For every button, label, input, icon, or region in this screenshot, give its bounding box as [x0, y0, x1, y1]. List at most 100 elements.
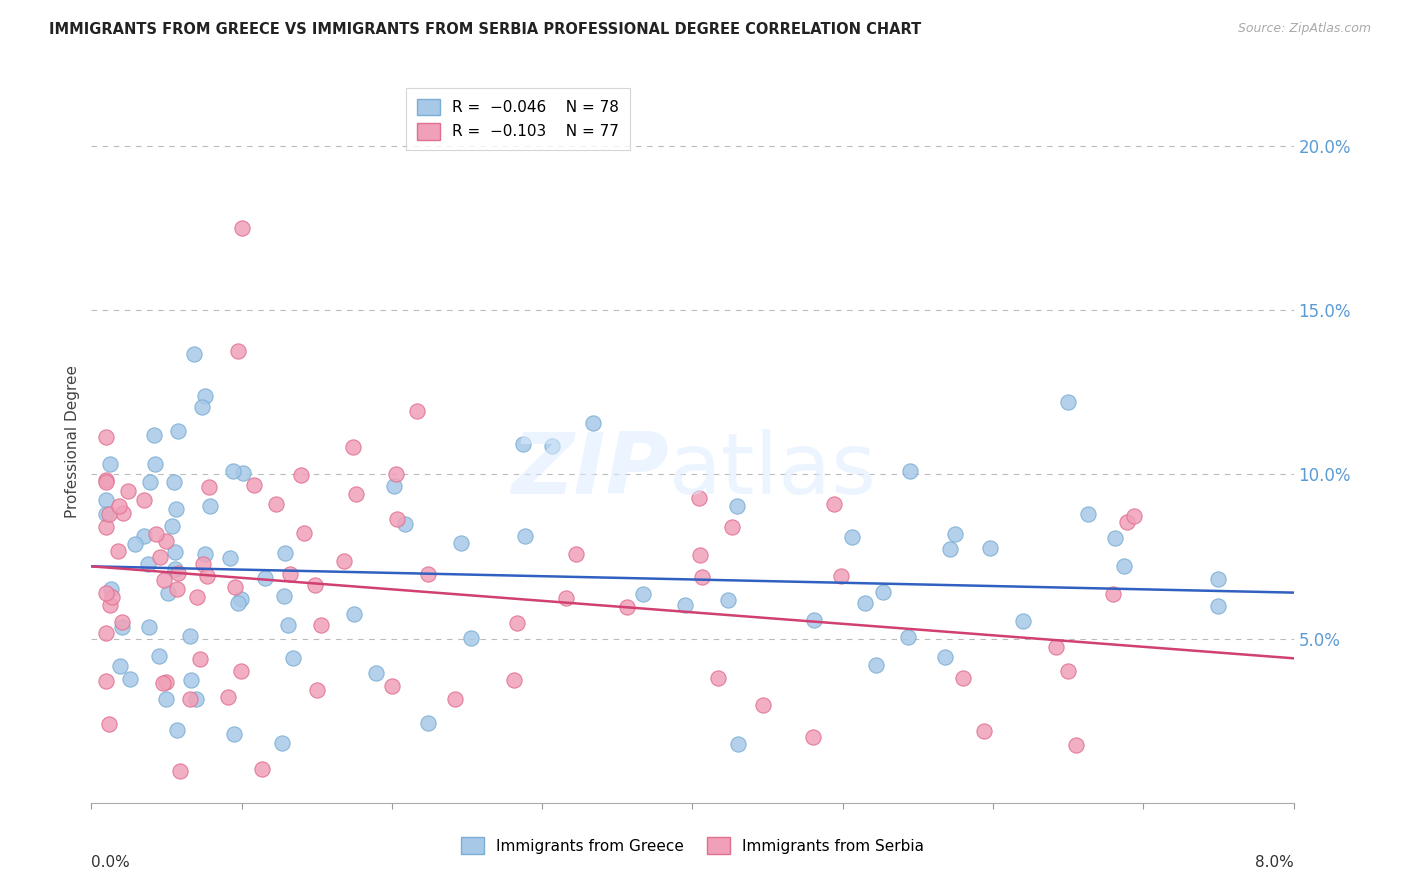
Point: [96, 520, 118, 534]
Point: [801, 730, 824, 744]
Point: [136, 557, 159, 571]
Point: [1012, 614, 1035, 628]
Point: [1057, 665, 1080, 679]
Point: [98, 717, 121, 731]
Point: [183, 347, 205, 361]
Point: [751, 698, 773, 712]
Point: [97, 507, 120, 521]
Point: [1116, 515, 1139, 529]
Point: [180, 673, 202, 687]
Point: [727, 737, 749, 751]
Point: [512, 437, 534, 451]
Point: [803, 613, 825, 627]
Point: [274, 546, 297, 560]
Point: [228, 596, 250, 610]
Point: [153, 573, 176, 587]
Point: [222, 727, 245, 741]
Point: [96, 430, 118, 444]
Point: [898, 463, 921, 477]
Point: [565, 547, 588, 561]
Point: [384, 467, 406, 481]
Point: [163, 545, 186, 559]
Y-axis label: Professional Degree: Professional Degree: [65, 365, 80, 518]
Point: [1064, 738, 1087, 752]
Point: [149, 550, 172, 565]
Point: [1045, 640, 1067, 655]
Point: [872, 584, 894, 599]
Point: [541, 439, 564, 453]
Point: [231, 591, 253, 606]
Point: [226, 343, 249, 358]
Point: [191, 557, 214, 571]
Point: [311, 617, 333, 632]
Point: [304, 578, 326, 592]
Point: [502, 673, 524, 688]
Point: [381, 679, 404, 693]
Point: [155, 534, 177, 549]
Point: [124, 537, 146, 551]
Point: [706, 671, 728, 685]
Point: [690, 570, 713, 584]
Legend: Immigrants from Greece, Immigrants from Serbia: Immigrants from Greece, Immigrants from …: [454, 831, 931, 860]
Point: [343, 607, 366, 622]
Point: [841, 529, 863, 543]
Point: [1104, 531, 1126, 545]
Point: [194, 389, 217, 403]
Point: [243, 477, 266, 491]
Point: [264, 497, 287, 511]
Point: [195, 569, 218, 583]
Point: [342, 440, 364, 454]
Point: [382, 479, 405, 493]
Point: [979, 541, 1001, 555]
Point: [1122, 509, 1144, 524]
Point: [830, 568, 852, 582]
Point: [155, 692, 177, 706]
Point: [555, 591, 578, 605]
Point: [169, 764, 191, 778]
Point: [1077, 507, 1099, 521]
Point: [1112, 559, 1135, 574]
Point: [292, 525, 315, 540]
Point: [277, 618, 299, 632]
Point: [232, 467, 254, 481]
Point: [865, 657, 887, 672]
Point: [582, 416, 605, 430]
Point: [290, 467, 312, 482]
Point: [405, 403, 427, 417]
Point: [307, 682, 329, 697]
Point: [198, 480, 221, 494]
Point: [344, 487, 367, 501]
Point: [505, 616, 527, 631]
Point: [190, 400, 212, 414]
Point: [513, 529, 536, 543]
Point: [167, 566, 190, 580]
Point: [938, 541, 960, 556]
Point: [229, 664, 252, 678]
Point: [416, 566, 439, 581]
Point: [132, 493, 155, 508]
Point: [120, 672, 142, 686]
Point: [188, 652, 211, 666]
Point: [1208, 599, 1230, 613]
Point: [110, 659, 132, 673]
Point: [616, 599, 638, 614]
Point: [132, 529, 155, 543]
Point: [111, 615, 134, 629]
Point: [145, 527, 167, 541]
Point: [156, 586, 179, 600]
Point: [853, 596, 876, 610]
Point: [1057, 395, 1080, 409]
Point: [219, 550, 242, 565]
Point: [148, 648, 170, 663]
Point: [166, 582, 188, 596]
Point: [179, 692, 201, 706]
Point: [217, 690, 239, 704]
Point: [897, 630, 920, 644]
Point: [633, 587, 655, 601]
Point: [96, 475, 118, 490]
Point: [100, 591, 122, 605]
Point: [973, 723, 995, 738]
Point: [166, 723, 188, 737]
Text: atlas: atlas: [668, 429, 876, 512]
Point: [184, 692, 207, 706]
